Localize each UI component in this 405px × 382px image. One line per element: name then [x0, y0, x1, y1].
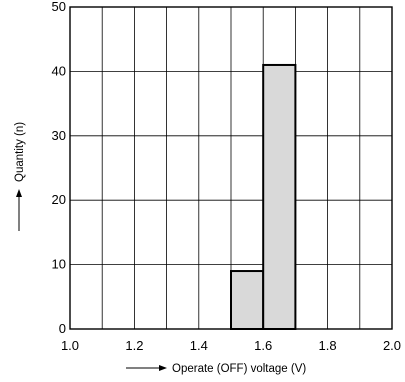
x-tick-label: 1.8	[319, 338, 337, 353]
x-axis-title: Operate (OFF) voltage (V)	[126, 363, 306, 375]
y-tick-label: 40	[52, 63, 66, 78]
plot-frame	[69, 6, 393, 330]
x-tick-label: 1.0	[61, 338, 79, 353]
x-axis-arrow-head	[159, 365, 167, 371]
x-tick-label: 2.0	[383, 338, 401, 353]
y-tick-label: 20	[52, 192, 66, 207]
y-axis-label: Quantity (n)	[14, 122, 26, 182]
x-tick-label: 1.4	[190, 338, 208, 353]
y-tick-label: 30	[52, 128, 66, 143]
y-tick-label: 10	[52, 257, 66, 272]
y-tick-label: 0	[59, 321, 66, 336]
y-axis-arrow-head	[16, 189, 22, 197]
histogram-bar	[230, 270, 265, 331]
x-axis-ticks: 1.0 1.2 1.4 1.6 1.8 2.0	[61, 338, 401, 353]
x-tick-label: 1.2	[125, 338, 143, 353]
y-axis-ticks: 0 10 20 30 40 50	[52, 0, 66, 336]
y-tick-label: 50	[52, 0, 66, 14]
x-axis-label: Operate (OFF) voltage (V)	[172, 363, 306, 375]
histogram-bars	[230, 63, 297, 331]
histogram-bar	[262, 63, 297, 331]
x-tick-label: 1.6	[254, 338, 272, 353]
y-axis-title: Quantity (n)	[14, 122, 26, 231]
